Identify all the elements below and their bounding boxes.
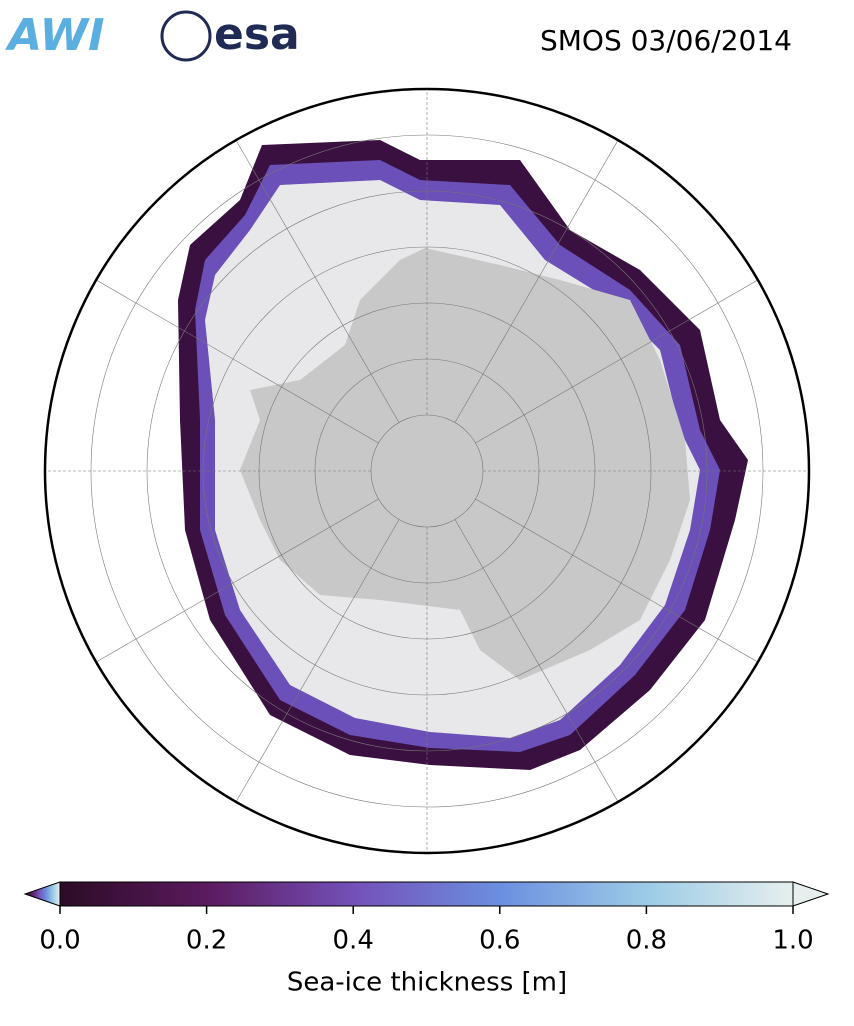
esa-logo: esa <box>214 9 300 60</box>
title: SMOS 03/06/2014 <box>540 24 792 57</box>
meridian <box>80 498 379 672</box>
meridian <box>454 519 628 818</box>
colorbar-tick-label: 0.2 <box>186 926 227 956</box>
meridian <box>475 498 774 672</box>
colorbar-tick-label: 0.8 <box>626 926 667 956</box>
colorbar-label: Sea-ice thickness [m] <box>287 968 567 998</box>
colorbar <box>59 881 794 907</box>
meridian <box>80 270 379 444</box>
colorbar-tick-label: 0.4 <box>333 926 374 956</box>
latitude-circle <box>146 190 708 752</box>
antarctica <box>240 248 690 680</box>
meridian <box>475 270 774 444</box>
colorbar-extend-low <box>23 881 61 907</box>
colorbar-tick-label: 0.0 <box>39 926 80 956</box>
esa-emblem <box>160 10 212 62</box>
meridian <box>226 124 400 423</box>
map-frame <box>43 87 811 855</box>
colorbar-extend-high <box>792 881 830 907</box>
meridian <box>454 124 628 423</box>
graticule <box>45 89 809 853</box>
awi-logo: AWI <box>5 10 105 61</box>
colorbar-tick-label: 0.6 <box>479 926 520 956</box>
map <box>45 89 809 853</box>
meridian <box>226 519 400 818</box>
colorbar-tick-label: 1.0 <box>772 926 813 956</box>
